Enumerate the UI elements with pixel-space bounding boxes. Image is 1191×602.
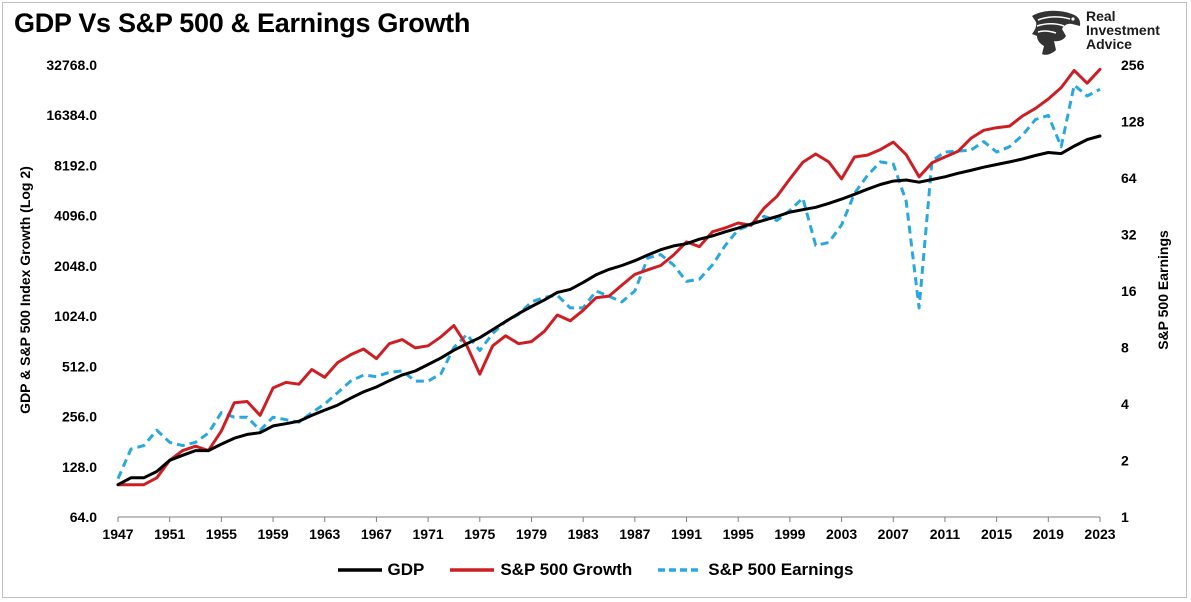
x-tick-label: 1979	[516, 526, 547, 542]
brand-logo: Real Investment Advice	[1028, 6, 1178, 62]
right-tick-label: 32	[1121, 227, 1137, 243]
brand-line-3: Advice	[1086, 36, 1132, 52]
x-tick-label: 2011	[930, 526, 961, 542]
left-tick-label: 256.0	[62, 409, 97, 425]
left-tick-label: 2048.0	[54, 258, 97, 274]
x-tick-label: 1963	[309, 526, 340, 542]
x-tick-label: 1991	[671, 526, 702, 542]
right-tick-label: 128	[1121, 114, 1145, 130]
right-tick-label: 4	[1121, 396, 1129, 412]
series-line-sp500-earnings	[116, 83, 1101, 480]
left-tick-label: 64.0	[70, 509, 97, 525]
x-tick-label: 2015	[981, 526, 1012, 542]
right-axis-ticks: 1 2 4 8 16 32 64 128 256	[1121, 57, 1145, 525]
chart-legend: GDP S&P 500 Growth S&P 500 Earnings	[0, 560, 1191, 580]
legend-swatch-sp500-growth	[450, 568, 495, 572]
x-tick-label: 1947	[102, 526, 133, 542]
x-tick-label: 2003	[826, 526, 857, 542]
legend-item-sp500-earnings: S&P 500 Earnings	[658, 560, 854, 580]
brand-line-2: Investment	[1086, 22, 1160, 38]
x-tick-label: 1951	[154, 526, 185, 542]
x-axis: 1947 1951 1955 1959 1963 1967 1971 1975 1979 1983…	[102, 516, 1116, 542]
series-line-gdp	[116, 134, 1102, 487]
x-tick-label: 1967	[361, 526, 392, 542]
x-tick-label: 2007	[878, 526, 909, 542]
chart-title: GDP Vs S&P 500 & Earnings Growth	[14, 8, 471, 38]
left-axis-ticks: 64.0 128.0 256.0 512.0 1024.0 2048.0 4096.0 819…	[46, 57, 97, 525]
series-layer	[116, 67, 1102, 487]
eagle-icon	[1032, 10, 1081, 55]
x-tick-label: 1975	[464, 526, 495, 542]
x-tick-label: 2023	[1084, 526, 1115, 542]
x-tick-label: 1995	[723, 526, 754, 542]
y-axis-left-label: GDP & S&P 500 Index Growth (Log 2)	[17, 166, 33, 414]
left-tick-label: 4096.0	[54, 208, 97, 224]
x-tick-label: 1959	[257, 526, 288, 542]
x-tick-label: 2019	[1033, 526, 1064, 542]
left-tick-label: 8192.0	[54, 157, 97, 173]
legend-label-sp500-earnings: S&P 500 Earnings	[708, 560, 854, 579]
legend-item-gdp: GDP	[337, 560, 425, 580]
y-axis-right-label: S&P 500 Earnings	[1155, 230, 1171, 350]
left-tick-label: 16384.0	[46, 107, 97, 123]
right-tick-label: 16	[1121, 283, 1137, 299]
right-tick-label: 64	[1121, 170, 1137, 186]
legend-swatch-gdp	[337, 568, 382, 572]
legend-swatch-sp500-earnings	[658, 568, 703, 572]
x-tick-label: 1983	[568, 526, 599, 542]
x-tick-label: 1955	[206, 526, 237, 542]
x-tick-label: 1999	[774, 526, 805, 542]
right-tick-label: 2	[1121, 453, 1129, 469]
x-tick-label: 1971	[413, 526, 444, 542]
legend-label-sp500-growth: S&P 500 Growth	[500, 560, 633, 579]
brand-line-1: Real	[1086, 8, 1116, 24]
left-tick-label: 32768.0	[46, 57, 97, 73]
legend-label-gdp: GDP	[387, 560, 425, 579]
x-tick-label: 1987	[619, 526, 650, 542]
right-tick-label: 8	[1121, 340, 1129, 356]
legend-item-sp500-growth: S&P 500 Growth	[450, 560, 632, 580]
right-tick-label: 256	[1121, 57, 1145, 73]
left-tick-label: 128.0	[62, 459, 97, 475]
left-tick-label: 1024.0	[54, 308, 97, 324]
right-tick-label: 1	[1121, 509, 1129, 525]
series-line-sp500-growth	[116, 67, 1102, 487]
left-tick-label: 512.0	[62, 358, 97, 374]
